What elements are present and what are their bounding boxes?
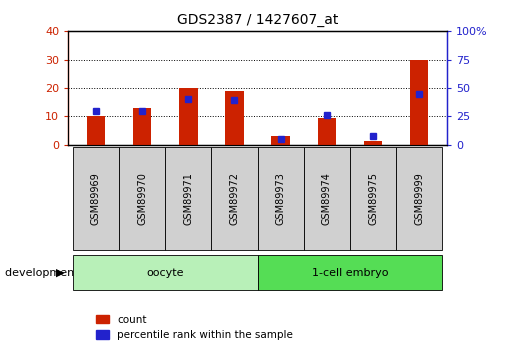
Bar <box>410 59 428 145</box>
Legend: count, percentile rank within the sample: count, percentile rank within the sample <box>96 315 293 340</box>
Text: GSM89972: GSM89972 <box>229 172 239 225</box>
Text: ▶: ▶ <box>56 268 65 277</box>
Text: oocyte: oocyte <box>146 268 184 277</box>
Bar <box>318 118 336 145</box>
Text: GSM89999: GSM89999 <box>414 172 424 225</box>
Bar <box>271 136 290 145</box>
Text: 1-cell embryo: 1-cell embryo <box>312 268 388 277</box>
Bar <box>225 91 244 145</box>
Bar <box>179 88 197 145</box>
Text: GSM89969: GSM89969 <box>91 172 101 225</box>
Title: GDS2387 / 1427607_at: GDS2387 / 1427607_at <box>177 13 338 27</box>
Text: GSM89971: GSM89971 <box>183 172 193 225</box>
Text: development stage: development stage <box>5 268 113 277</box>
Bar <box>364 141 382 145</box>
Text: GSM89970: GSM89970 <box>137 172 147 225</box>
Bar <box>87 117 105 145</box>
Text: GSM89975: GSM89975 <box>368 172 378 225</box>
Bar <box>133 108 152 145</box>
Text: GSM89974: GSM89974 <box>322 172 332 225</box>
Text: GSM89973: GSM89973 <box>276 172 286 225</box>
